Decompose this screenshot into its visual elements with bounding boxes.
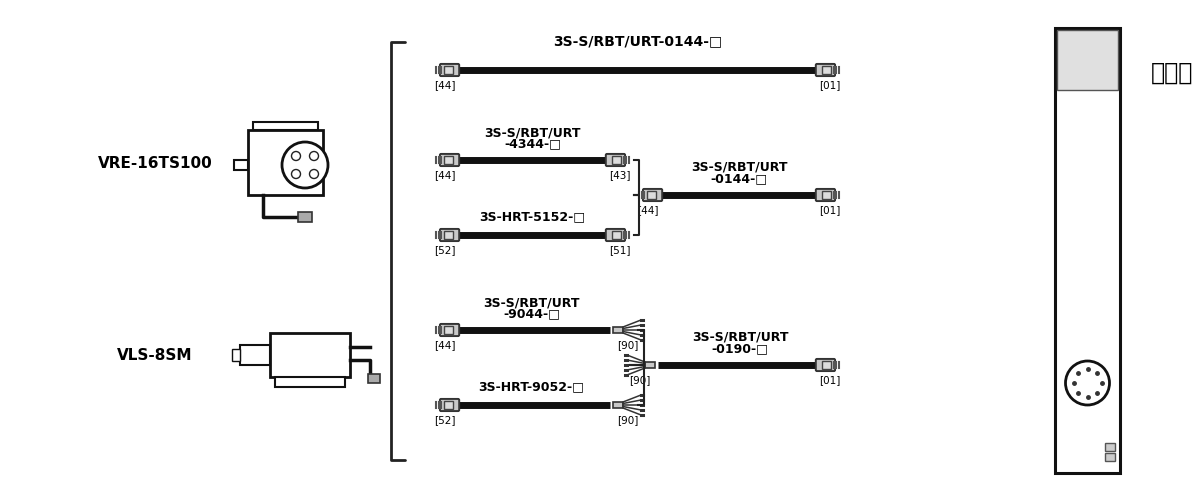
Circle shape: [282, 142, 328, 188]
Text: [44]: [44]: [434, 170, 456, 180]
Text: 3S-S/RBT/URT: 3S-S/RBT/URT: [484, 296, 580, 309]
Circle shape: [1066, 361, 1110, 405]
FancyBboxPatch shape: [440, 229, 460, 241]
Text: 3S-HRT-5152-□: 3S-HRT-5152-□: [480, 210, 586, 223]
Bar: [444, 231, 454, 239]
Bar: [234, 160, 248, 170]
Text: VLS-8SM: VLS-8SM: [118, 348, 193, 362]
FancyBboxPatch shape: [816, 189, 835, 201]
Text: [43]: [43]: [610, 170, 631, 180]
Circle shape: [292, 152, 300, 160]
Text: VRE-16TS100: VRE-16TS100: [97, 156, 212, 170]
Bar: [822, 66, 830, 74]
FancyBboxPatch shape: [440, 64, 460, 76]
Bar: [248, 130, 323, 195]
Text: [01]: [01]: [820, 80, 841, 90]
Text: [90]: [90]: [617, 340, 638, 350]
FancyBboxPatch shape: [816, 359, 835, 371]
FancyBboxPatch shape: [606, 154, 625, 166]
Text: -0190-□: -0190-□: [712, 342, 768, 355]
Text: -9044-□: -9044-□: [503, 307, 560, 320]
FancyBboxPatch shape: [440, 324, 460, 336]
Bar: [613, 327, 623, 333]
Bar: [444, 326, 454, 334]
Bar: [613, 402, 623, 408]
Circle shape: [310, 170, 318, 178]
Bar: [444, 66, 454, 74]
Bar: [1057, 30, 1118, 90]
FancyBboxPatch shape: [606, 229, 625, 241]
Text: -4344-□: -4344-□: [504, 137, 560, 150]
Bar: [612, 231, 620, 239]
Text: [44]: [44]: [637, 205, 659, 215]
Bar: [1055, 28, 1120, 473]
Circle shape: [292, 170, 300, 178]
Bar: [368, 374, 380, 383]
Text: 3S-S/RBT/URT: 3S-S/RBT/URT: [691, 161, 787, 174]
Text: -0144-□: -0144-□: [710, 172, 768, 185]
FancyBboxPatch shape: [440, 399, 460, 411]
FancyBboxPatch shape: [816, 64, 835, 76]
Text: [01]: [01]: [820, 375, 841, 385]
Text: [52]: [52]: [434, 415, 456, 425]
Text: 3S-HRT-9052-□: 3S-HRT-9052-□: [479, 380, 584, 393]
Bar: [612, 156, 620, 164]
FancyBboxPatch shape: [440, 154, 460, 166]
Bar: [646, 362, 655, 368]
Bar: [275, 377, 346, 387]
Circle shape: [310, 152, 318, 160]
Text: [52]: [52]: [434, 245, 456, 255]
Bar: [1105, 453, 1115, 461]
Bar: [270, 333, 350, 377]
Bar: [822, 191, 830, 199]
Text: [01]: [01]: [820, 205, 841, 215]
Text: [90]: [90]: [617, 415, 638, 425]
Bar: [822, 361, 830, 369]
Bar: [240, 345, 270, 365]
Text: 3S-S/RBT/URT: 3S-S/RBT/URT: [691, 331, 788, 344]
Text: [44]: [44]: [434, 80, 456, 90]
Bar: [298, 212, 312, 222]
Text: 3S-S/RBT/URT: 3S-S/RBT/URT: [485, 126, 581, 139]
Text: 3S-S/RBT/URT-0144-□: 3S-S/RBT/URT-0144-□: [553, 34, 722, 48]
Bar: [1105, 443, 1115, 451]
Bar: [444, 156, 454, 164]
Bar: [232, 349, 240, 361]
Bar: [253, 122, 318, 130]
Text: [51]: [51]: [610, 245, 631, 255]
Text: 변환기: 변환기: [1151, 61, 1193, 85]
Text: [44]: [44]: [434, 340, 456, 350]
FancyBboxPatch shape: [643, 189, 662, 201]
Bar: [647, 191, 656, 199]
Bar: [444, 401, 454, 409]
Text: [90]: [90]: [629, 375, 650, 385]
